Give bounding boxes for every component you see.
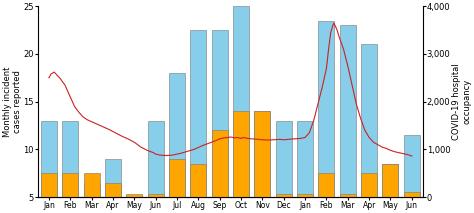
Bar [212, 130, 228, 197]
Bar [169, 73, 185, 197]
Y-axis label: COVID-19 hospital
occupancy: COVID-19 hospital occupancy [452, 63, 471, 140]
Bar [147, 194, 164, 197]
Bar [147, 121, 164, 197]
Bar [255, 111, 270, 197]
Bar [276, 121, 292, 197]
Bar [361, 173, 377, 197]
Bar [191, 164, 206, 197]
Bar [62, 173, 78, 197]
Bar [383, 164, 399, 197]
Bar [297, 194, 313, 197]
Bar [126, 195, 142, 197]
Bar [62, 121, 78, 197]
Bar [383, 164, 399, 197]
Bar [340, 25, 356, 197]
Bar [105, 183, 121, 197]
Bar [361, 45, 377, 197]
Bar [319, 173, 335, 197]
Bar [319, 21, 335, 197]
Bar [41, 121, 57, 197]
Bar [233, 6, 249, 197]
Y-axis label: Monthly incident
cases reported: Monthly incident cases reported [3, 66, 22, 137]
Bar [41, 173, 57, 197]
Bar [191, 30, 206, 197]
Bar [233, 111, 249, 197]
Bar [340, 194, 356, 197]
Bar [83, 173, 100, 197]
Bar [297, 121, 313, 197]
Bar [404, 135, 420, 197]
Bar [169, 159, 185, 197]
Bar [126, 194, 142, 197]
Bar [212, 30, 228, 197]
Bar [276, 194, 292, 197]
Bar [105, 159, 121, 197]
Bar [404, 192, 420, 197]
Bar [83, 183, 100, 197]
Bar [255, 111, 270, 197]
